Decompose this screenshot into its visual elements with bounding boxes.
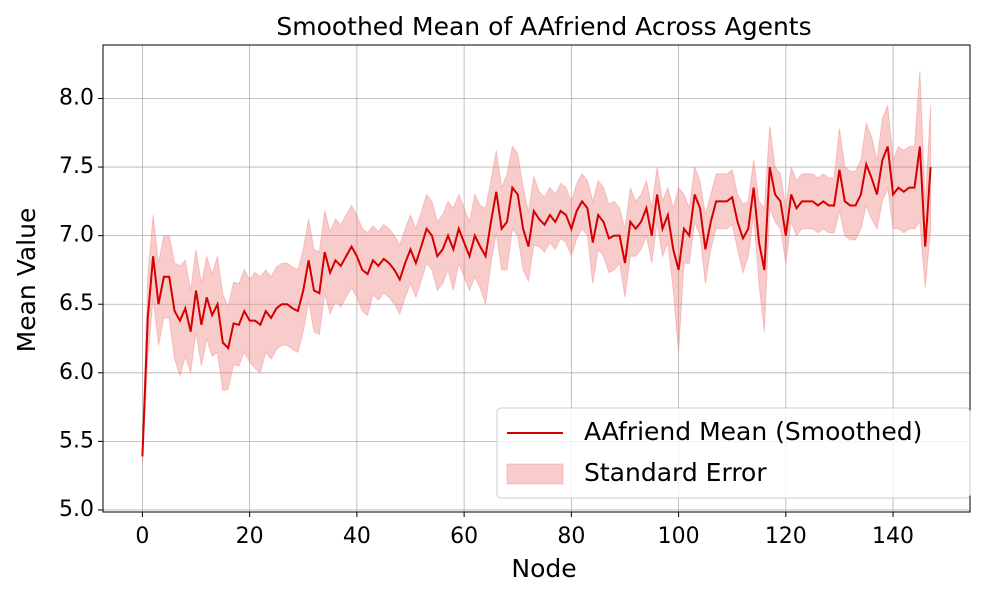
x-tick-label: 100 [658,524,700,549]
y-axis-label: Mean Value [12,208,41,353]
x-tick-label: 40 [343,524,371,549]
chart-title: Smoothed Mean of AAfriend Across Agents [276,12,811,41]
y-tick-label: 7.5 [59,154,94,179]
y-tick-label: 6.5 [59,291,94,316]
y-tick-label: 5.0 [59,497,94,522]
y-tick-label: 7.0 [59,223,94,248]
x-tick-label: 80 [557,524,585,549]
legend-label: AAfriend Mean (Smoothed) [584,417,922,446]
mean-line [141,146,932,457]
legend-swatch [506,463,564,485]
x-axis-label: Node [511,554,576,583]
x-tick-label: 20 [236,524,264,549]
x-tick-label: 120 [765,524,807,549]
x-tick-label: 140 [872,524,914,549]
error-band [141,71,932,464]
legend-label: Standard Error [584,458,767,487]
y-tick-label: 5.5 [59,428,94,453]
y-tick-label: 8.0 [59,85,94,110]
x-tick-label: 0 [135,524,149,549]
y-tick-label: 6.0 [59,360,94,385]
x-tick-label: 60 [450,524,478,549]
plot-frame [102,44,971,513]
legend-box [496,407,971,499]
